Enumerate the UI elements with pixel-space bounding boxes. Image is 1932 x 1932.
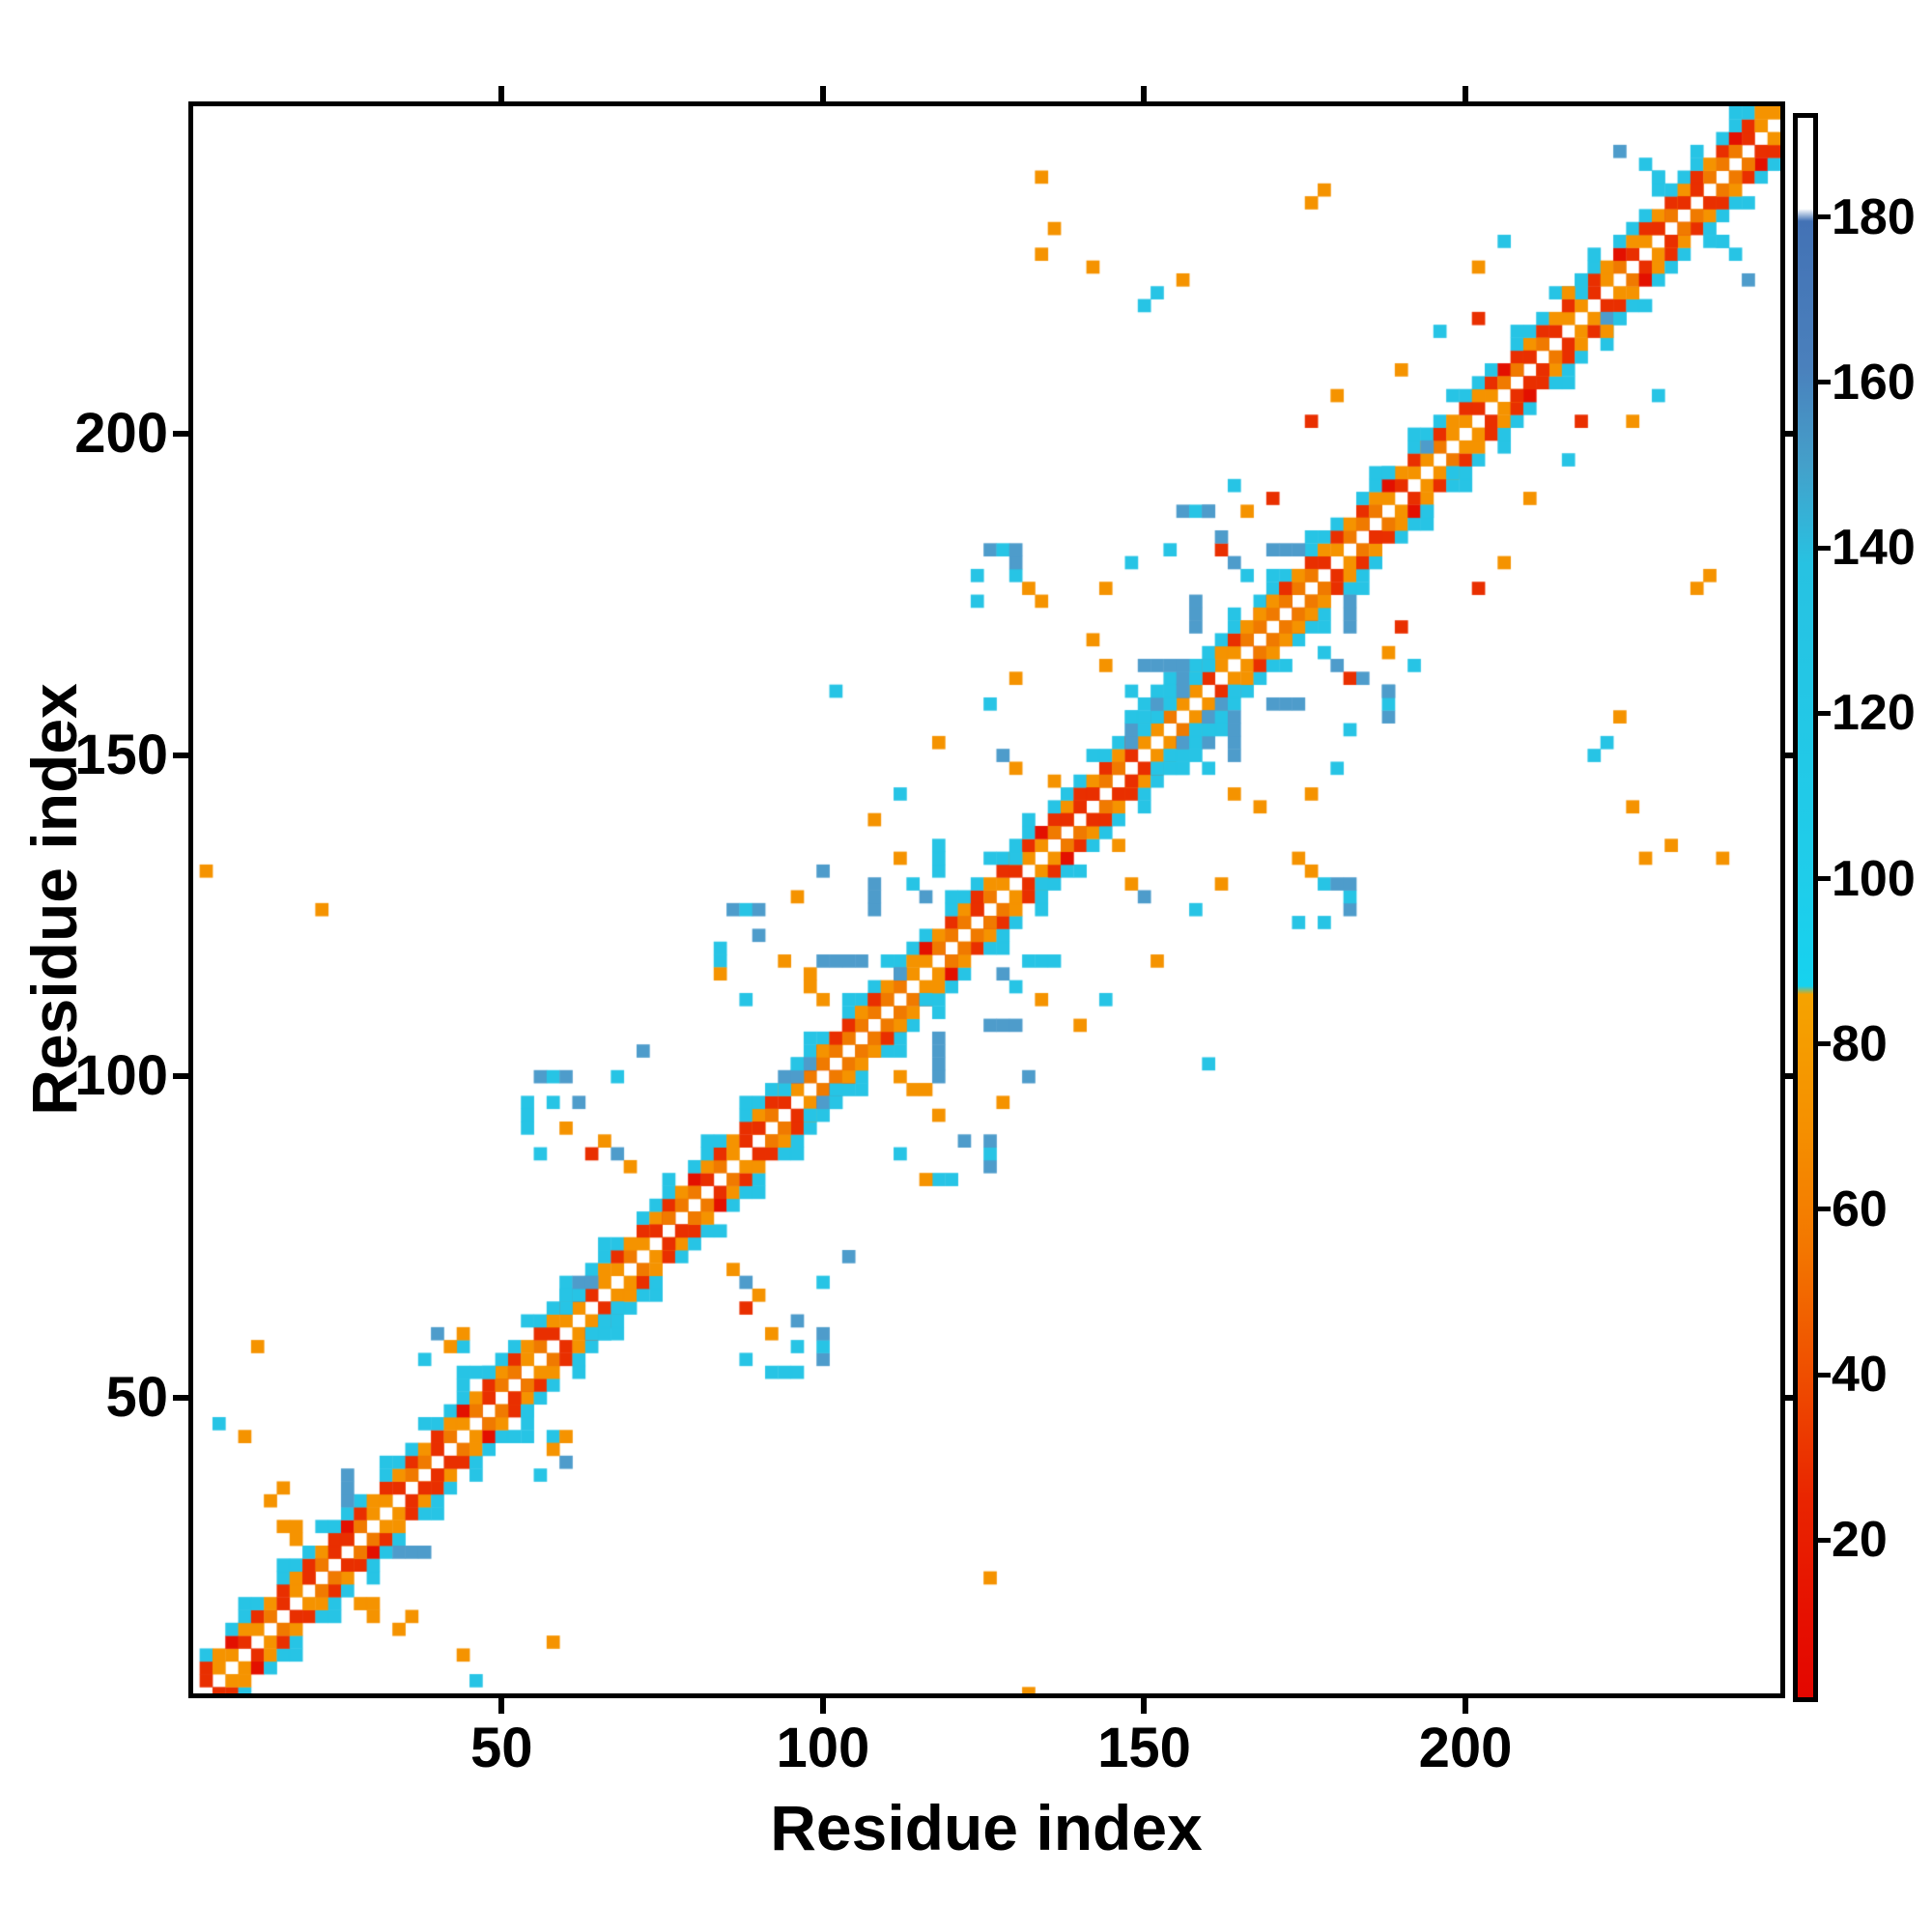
x-tick-top [1463, 86, 1469, 101]
colorbar-tick [1818, 1207, 1831, 1212]
y-tick-left [173, 431, 188, 438]
colorbar-tick-label: 20 [1832, 1512, 1888, 1569]
y-tick-left [173, 1073, 188, 1080]
colorbar-tick [1818, 710, 1831, 716]
colorbar-gradient [1798, 118, 1813, 1697]
colorbar-tick [1818, 1372, 1831, 1378]
colorbar-tick [1818, 545, 1831, 551]
x-tick-label: 100 [776, 1717, 870, 1779]
y-tick-label: 200 [74, 402, 168, 466]
colorbar-tick-label: 60 [1832, 1180, 1888, 1237]
colorbar-tick [1818, 380, 1831, 385]
x-tick-label: 50 [470, 1717, 533, 1779]
colorbar-tick-label: 160 [1832, 354, 1916, 411]
y-tick-label: 50 [105, 1366, 168, 1430]
y-axis-label: Residue index [18, 683, 90, 1116]
x-tick-bottom [819, 1698, 826, 1714]
colorbar-tick-label: 140 [1832, 520, 1916, 577]
y-tick-label: 100 [74, 1044, 168, 1108]
y-tick-left [173, 1395, 188, 1402]
colorbar-tick-label: 100 [1832, 850, 1916, 907]
colorbar-tick [1818, 214, 1831, 220]
x-tick-bottom [498, 1698, 505, 1714]
colorbar-tick-label: 120 [1832, 685, 1916, 742]
colorbar-tick-label: 180 [1832, 188, 1916, 245]
x-tick-top [498, 86, 505, 101]
colorbar-tick [1818, 876, 1831, 882]
heatmap-canvas [193, 106, 1780, 1693]
colorbar-tick-label: 40 [1832, 1347, 1888, 1404]
x-axis-label: Residue index [770, 1792, 1203, 1863]
y-tick-left [173, 752, 188, 758]
plot-area [188, 101, 1785, 1698]
x-tick-top [819, 86, 826, 101]
x-tick-bottom [1141, 1698, 1148, 1714]
x-tick-label: 150 [1097, 1717, 1191, 1779]
colorbar-tick [1818, 1537, 1831, 1543]
colorbar-tick-label: 80 [1832, 1015, 1888, 1072]
x-tick-top [1141, 86, 1148, 101]
y-tick-label: 150 [74, 723, 168, 786]
x-tick-bottom [1463, 1698, 1469, 1714]
x-tick-label: 200 [1418, 1717, 1513, 1779]
colorbar-tick [1818, 1041, 1831, 1047]
colorbar [1793, 113, 1818, 1702]
